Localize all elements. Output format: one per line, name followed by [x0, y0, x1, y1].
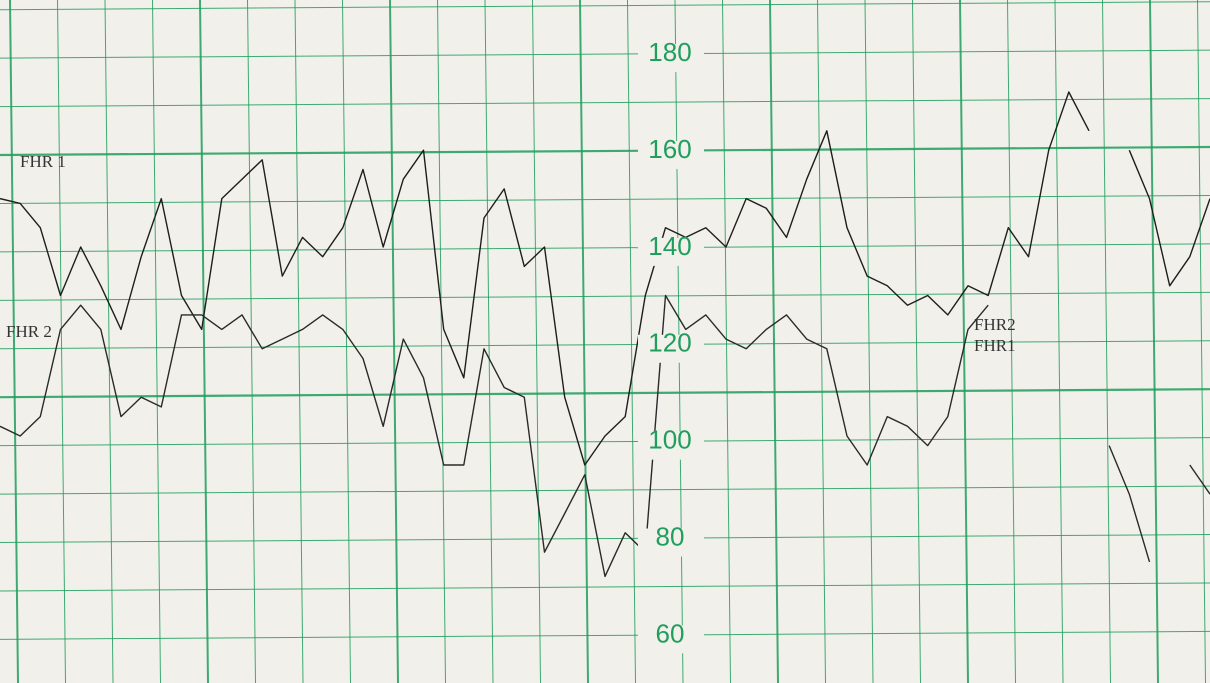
y-tick-label: 180 [648, 37, 691, 67]
annotation: FHR2 [974, 315, 1016, 334]
y-tick-label: 80 [656, 521, 685, 551]
y-tick-label: 160 [648, 134, 691, 164]
y-tick-label: 120 [648, 328, 691, 358]
chart: FHR 1 FHR 2 FHR2 FHR1 60 80 100 120 140 160 18… [0, 0, 1210, 683]
y-tick-label: 100 [648, 425, 691, 455]
y-tick-label: 60 [656, 618, 685, 648]
annotation: FHR 2 [6, 322, 52, 341]
annotation: FHR1 [974, 336, 1016, 355]
y-tick-label: 140 [648, 231, 691, 261]
annotation: FHR 1 [20, 152, 66, 171]
